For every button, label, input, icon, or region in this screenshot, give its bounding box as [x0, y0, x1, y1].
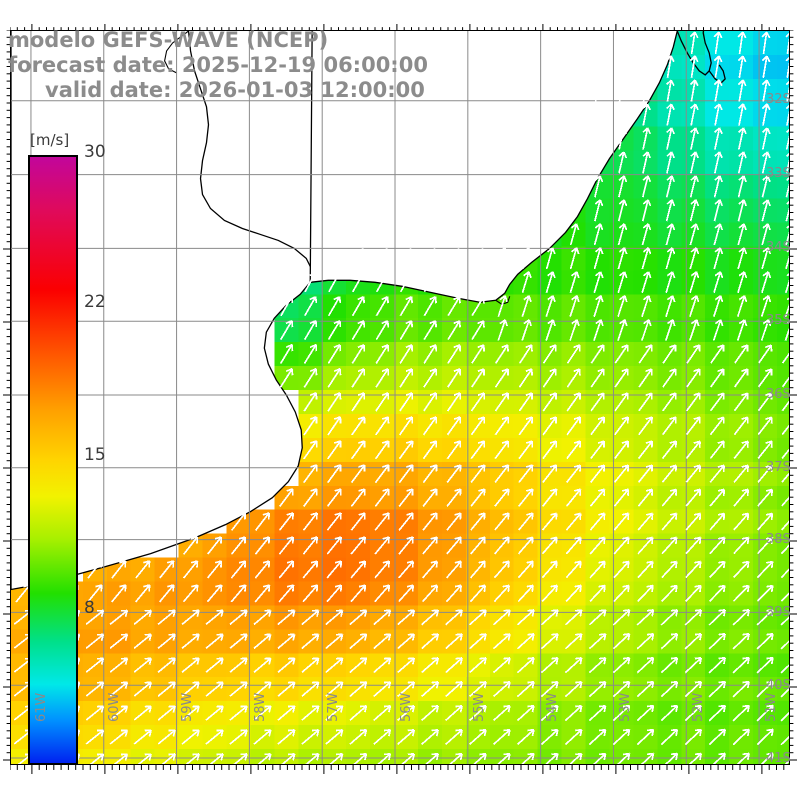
lat-label-36S: 36S — [766, 387, 791, 402]
colorbar-gradient — [28, 155, 78, 765]
lat-label-33S: 33S — [766, 166, 791, 181]
lon-label-52W: 52W — [691, 692, 706, 722]
wind-direction-arrows — [13, 31, 789, 764]
lon-label-54W: 54W — [545, 692, 560, 722]
lat-label-41S: 41S — [766, 751, 791, 766]
colorbar-tick-8: 8 — [84, 598, 95, 618]
colorbar-tick-15: 15 — [84, 445, 106, 465]
lon-label-60W: 60W — [107, 692, 122, 722]
colorbar-unit-label: [m/s] — [30, 131, 70, 149]
lat-label-32S: 32S — [766, 92, 791, 107]
colorbar[interactable] — [28, 155, 78, 765]
axis-ticks-top — [10, 24, 785, 31]
lon-label-51W: 51W — [764, 692, 779, 722]
lat-label-34S: 34S — [766, 240, 791, 255]
lon-label-61W: 61W — [34, 692, 49, 722]
lon-label-56W: 56W — [399, 692, 414, 722]
lon-label-53W: 53W — [618, 692, 633, 722]
axis-ticks-bottom — [10, 765, 785, 774]
colorbar-tick-30: 30 — [84, 142, 106, 162]
lat-label-37S: 37S — [766, 460, 791, 475]
map-plot-area[interactable] — [10, 30, 790, 765]
lat-label-39S: 39S — [766, 605, 791, 620]
land-coastline-layer — [11, 31, 726, 591]
colorbar-tick-22: 22 — [84, 292, 106, 312]
axis-ticks-right — [789, 30, 797, 761]
axis-ticks-left — [3, 30, 11, 761]
lat-label-38S: 38S — [766, 532, 791, 547]
lon-label-58W: 58W — [253, 692, 268, 722]
lon-label-59W: 59W — [180, 692, 195, 722]
lat-label-35S: 35S — [766, 313, 791, 328]
lat-label-40S: 40S — [766, 678, 791, 693]
lon-label-55W: 55W — [472, 692, 487, 722]
lon-label-57W: 57W — [326, 692, 341, 722]
